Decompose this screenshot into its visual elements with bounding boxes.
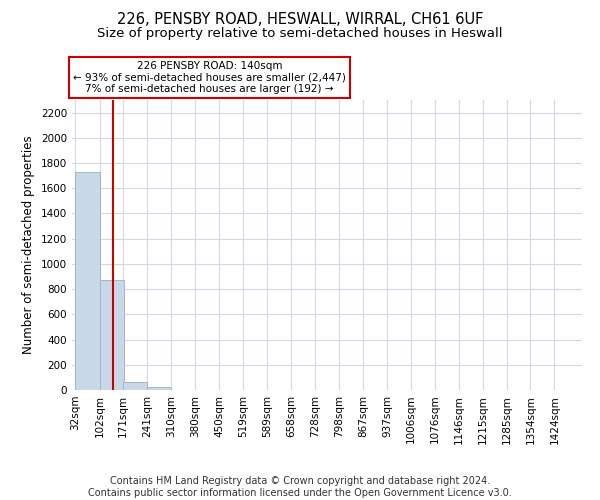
Bar — [123, 382, 148, 390]
Text: 226, PENSBY ROAD, HESWALL, WIRRAL, CH61 6UF: 226, PENSBY ROAD, HESWALL, WIRRAL, CH61 … — [117, 12, 483, 28]
Text: Size of property relative to semi-detached houses in Heswall: Size of property relative to semi-detach… — [97, 28, 503, 40]
Y-axis label: Number of semi-detached properties: Number of semi-detached properties — [22, 136, 35, 354]
Text: Contains HM Land Registry data © Crown copyright and database right 2024.
Contai: Contains HM Land Registry data © Crown c… — [88, 476, 512, 498]
Bar — [148, 387, 172, 390]
Text: 226 PENSBY ROAD: 140sqm
← 93% of semi-detached houses are smaller (2,447)
7% of : 226 PENSBY ROAD: 140sqm ← 93% of semi-de… — [73, 61, 346, 94]
Bar — [100, 280, 124, 390]
Bar — [76, 172, 100, 390]
